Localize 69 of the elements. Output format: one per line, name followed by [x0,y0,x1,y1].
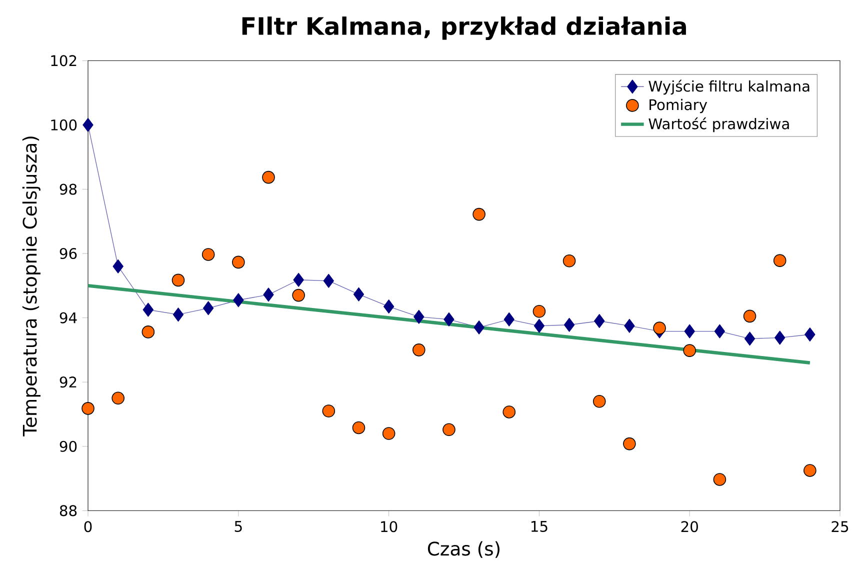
y-tick-label: 88 [60,505,77,516]
point [684,324,695,338]
point [624,318,635,333]
point [112,259,124,274]
point [82,402,94,415]
y-tick-label: 92 [60,376,76,388]
chart-title: FIltr Kalmana, przykład działania [242,16,686,40]
x-tick-label: 5 [234,521,242,532]
point [743,310,756,323]
y-tick-label: 90 [60,440,77,452]
point [383,300,394,314]
x-axis-title: Czas (s) [428,541,500,558]
point [412,344,426,356]
point [414,310,424,324]
point [172,308,184,322]
point [683,344,696,357]
point [293,272,304,287]
point [292,288,305,302]
legend-label: Wyjście filtru kalmana [648,80,810,95]
point [714,324,726,338]
point [82,118,94,132]
point [353,287,364,302]
y-tick-label: 98 [60,184,77,195]
x-tick-label: 20 [681,521,698,532]
y-tick-label: 94 [60,312,77,324]
point [653,322,666,334]
point [202,301,214,316]
point [562,254,576,268]
point [263,288,274,302]
point [594,314,605,328]
y-tick-label: 100 [51,119,77,130]
point [142,326,155,338]
point [774,330,786,345]
point [474,320,484,334]
point [713,473,726,486]
point [442,423,456,436]
x-tick-label: 10 [381,521,398,532]
point [444,312,454,326]
point [382,427,396,440]
legend-label: Pomiary [650,98,708,114]
point [323,274,334,288]
point [352,421,366,434]
point [504,312,514,326]
point [472,208,486,221]
point [564,318,575,332]
point [112,392,124,405]
x-tick-label: 25 [832,521,848,532]
x-tick-label: 0 [84,521,92,532]
point [322,404,336,418]
point [502,406,516,418]
point [532,304,546,318]
point [233,293,244,308]
point [773,254,786,267]
point [592,394,606,408]
x-tick-label: 15 [531,521,548,532]
point [744,332,756,346]
point [623,437,636,450]
point [142,302,154,317]
point [804,464,816,477]
point [172,274,185,287]
point [262,170,275,184]
y-tick-label: 96 [60,248,77,260]
point [534,318,545,333]
legend-label: Wartość prawdziwa [648,117,789,132]
y-tick-label: 102 [51,55,76,66]
point [804,328,816,342]
point [202,248,215,261]
y-axis-title: Temperatura (stopnie Celsjusza) [22,136,40,436]
point [232,256,245,269]
